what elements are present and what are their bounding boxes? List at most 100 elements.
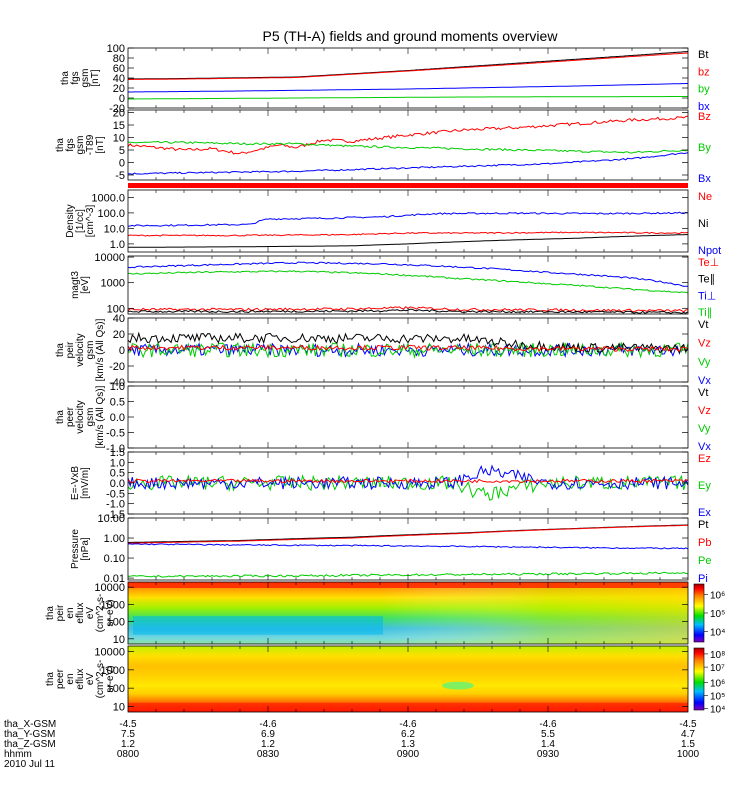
y-tick-label: 20 (113, 329, 125, 341)
y-tick-label: 0 (119, 345, 125, 357)
y-axis-label-line: magt3 (70, 271, 81, 299)
y-axis-label-line: en (65, 607, 76, 618)
y-axis-label-line: eV (85, 673, 96, 686)
series-line (127, 464, 689, 491)
series-line (127, 478, 689, 484)
legend-entry: Pe (698, 555, 711, 567)
colorbar-tick-label: 10⁸ (710, 650, 725, 661)
y-axis-label-line: eV (85, 607, 96, 620)
y-tick-label: 10000 (94, 647, 125, 659)
y-axis-label-line: [1/cc] (75, 209, 86, 233)
y-axis-label: thapeervelocitygsm[km/s (All Qs)] (55, 385, 106, 448)
series-line (127, 344, 689, 353)
y-axis-label: thafgsgsm-T89[nT] (55, 134, 106, 155)
legend-entry: Ne (698, 191, 712, 203)
x-axis-value: 6.2 (401, 729, 415, 740)
legend-entry: Te∥ (698, 274, 715, 286)
y-axis-label-line: fgs (65, 138, 76, 151)
colorbar: 10⁴ 10⁵ 10⁶ 10⁷ 10⁸ (693, 647, 725, 716)
series-line (128, 83, 688, 93)
colorbar-tick-label: 10⁶ (710, 590, 725, 601)
y-tick-label: 0.0 (110, 478, 125, 490)
series-line (127, 341, 689, 359)
legend-entry: Vt (698, 319, 708, 331)
y-axis-label-line: sr-eV) (105, 599, 116, 626)
y-tick-label: 1.00 (104, 533, 125, 545)
y-axis-label-line: tha (55, 410, 66, 424)
y-tick-label: 10.00 (97, 513, 125, 525)
legend-entry: bx (698, 101, 710, 113)
x-axis-value: 0800 (117, 749, 140, 760)
legend-entry: Vt (698, 387, 708, 399)
panel-peir-eflux: 10⁴10⁵10⁶10100100010000thapeirenefluxeV(… (45, 581, 725, 646)
colorbar-tick-label: 10⁵ (710, 609, 725, 620)
y-axis-label: E=-VxB[mV/m] (70, 466, 91, 501)
y-tick-label: -40 (109, 377, 125, 389)
y-axis-label-line: sr-eV) (105, 665, 116, 692)
panel-peer-velocity: -1.0 -0.5 0.0 0.5 1.0 thapeervelocitygsm[km/s… (55, 381, 711, 455)
y-tick-label: 40 (113, 73, 125, 85)
y-axis-label-line: en (65, 673, 76, 684)
colorbar-tick-label: 10⁷ (710, 663, 725, 674)
y-axis-label-line: tha (55, 138, 66, 152)
spectrogram-fill (128, 646, 688, 712)
y-tick-label: 1000 (101, 278, 125, 290)
y-tick-label: 0 (119, 93, 125, 105)
y-tick-label: 15 (113, 120, 125, 132)
y-axis-label-line: (cm^2-s- (95, 660, 106, 699)
y-tick-label: -0.5 (106, 488, 125, 500)
y-axis-label: Pressure[nPa] (70, 529, 91, 569)
y-tick-label: 10.0 (104, 223, 125, 235)
colorbar: 10⁴ 10⁵ 10⁶ (693, 583, 725, 643)
y-axis-label: thapeerenefluxeV(cm^2-s-sr-eV) (45, 660, 116, 699)
panel-peer-eflux: 10⁴10⁵10⁶10⁷10⁸10100100010000thapeerenef… (45, 645, 725, 716)
y-axis-label-line: gsm (85, 408, 96, 427)
legend-entry: Ti∥ (698, 307, 712, 319)
legend-entry: Ez (698, 453, 711, 465)
y-tick-label: 0.0 (110, 412, 125, 424)
panel-e-field: -1.5-1.0-0.50.00.51.01.5 E=-VxB[mV/m] Ez Ey… (70, 447, 711, 521)
y-tick-label: 1.0 (110, 381, 125, 393)
x-axis-value: 1.2 (261, 739, 275, 750)
y-axis-label-line: gsm (75, 136, 86, 155)
y-axis-label-line: velocity (75, 400, 86, 433)
y-tick-label: 1000 (101, 599, 125, 611)
page-title: P5 (TH-A) fields and ground moments over… (263, 28, 559, 44)
x-axis-value: 0830 (257, 749, 280, 760)
colorbar-scale (693, 647, 705, 711)
series-line (127, 152, 689, 175)
y-tick-label: 1000.0 (91, 192, 125, 204)
y-axis-label-line: peer (65, 406, 76, 427)
legend-entry: Bz (698, 111, 711, 123)
x-axis-value: -4.5 (679, 719, 697, 730)
y-tick-label: 10000 (94, 252, 125, 264)
legend-entry: by (698, 84, 710, 96)
y-axis-label-line: eflux (75, 668, 86, 689)
series-line (127, 115, 689, 155)
y-axis-label-line: fgs (70, 71, 81, 84)
panel-frame (127, 385, 689, 449)
colorbar-tick-label: 10⁴ (710, 705, 725, 716)
y-axis-label-line: (cm^2-s- (95, 594, 106, 633)
x-axis-value: 1.4 (541, 739, 555, 750)
y-tick-label: 100.0 (97, 208, 125, 220)
legend-entry: bz (698, 66, 710, 78)
legend-entry: Vy (698, 423, 711, 435)
legend-entry: Ey (698, 480, 711, 492)
x-axis-value: -4.6 (399, 719, 417, 730)
colorbar-tick-label: 10⁶ (710, 678, 725, 689)
x-axis-value: 0900 (397, 749, 420, 760)
colorbar-tick-label: 10⁴ (710, 628, 725, 639)
y-axis-label-line: tha (55, 343, 66, 357)
y-tick-label: 0.10 (104, 553, 125, 565)
panel-frame (127, 189, 689, 253)
x-axis-row-label: tha_X-GSM (4, 719, 56, 730)
colorbar-tick-label: 10⁵ (710, 692, 725, 703)
x-axis-row-label: tha_Y-GSM (4, 729, 55, 740)
y-axis-label-line: gsm (85, 341, 96, 360)
y-tick-label: 60 (113, 63, 125, 75)
y-tick-label: 100 (107, 683, 125, 695)
y-tick-label: -5 (115, 170, 125, 182)
